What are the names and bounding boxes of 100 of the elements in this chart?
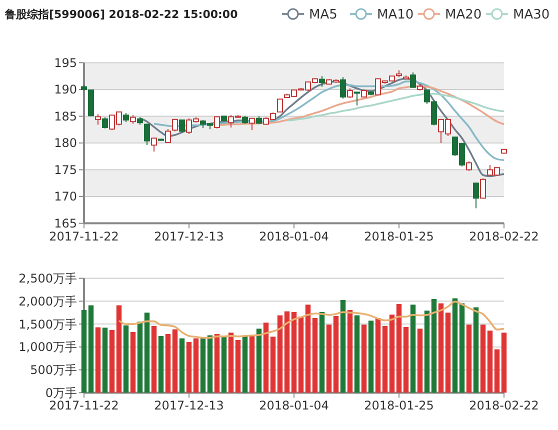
bar	[459, 303, 465, 393]
legend-label: MA5	[309, 8, 338, 23]
candlestick	[95, 114, 101, 126]
x-tick-label: 2018-01-04	[259, 398, 329, 413]
y-tick-label: 170	[54, 190, 77, 204]
y-tick-label: 2,500万手	[18, 272, 77, 286]
y-tick-label: 190	[54, 82, 77, 97]
bar	[333, 316, 339, 393]
candlestick	[354, 92, 360, 106]
candlestick	[172, 118, 178, 132]
candlestick	[277, 98, 283, 113]
bar	[298, 316, 304, 393]
x-tick-label: 2018-02-22	[469, 398, 539, 413]
y-tick-label: 0万手	[45, 386, 77, 400]
x-tick-label: 2018-02-22	[469, 229, 539, 244]
bar	[270, 336, 276, 393]
y-tick-label: 1,000万手	[18, 340, 77, 354]
chart-title: 鲁股综指[599006] 2018-02-22 15:00:00	[4, 8, 238, 21]
bar	[466, 324, 472, 393]
bar	[487, 330, 493, 393]
bar	[88, 305, 94, 393]
x-tick-label: 2018-01-25	[364, 398, 434, 413]
bar	[116, 305, 122, 393]
bar	[354, 315, 360, 393]
bar	[284, 311, 290, 393]
y-tick-label: 165	[54, 216, 77, 230]
bar	[151, 326, 157, 393]
bar	[501, 332, 507, 393]
bar	[277, 315, 283, 393]
x-tick-label: 2017-12-13	[154, 398, 224, 413]
bar	[235, 340, 241, 393]
bar	[228, 332, 234, 393]
bar	[165, 334, 171, 393]
y-tick-label: 185	[54, 109, 77, 124]
bar	[144, 312, 150, 393]
legend-label: MA20	[445, 8, 482, 23]
line-series	[286, 92, 505, 122]
bar	[158, 336, 164, 393]
bar	[186, 342, 192, 393]
bar	[305, 304, 311, 393]
legend-label: MA10	[377, 8, 414, 23]
bar	[312, 318, 318, 393]
line-series	[118, 300, 505, 339]
x-tick-label: 2018-01-25	[364, 229, 434, 244]
bar	[256, 328, 262, 393]
candlestick	[340, 76, 346, 100]
bar	[207, 335, 213, 393]
y-tick-label: 195	[54, 56, 77, 70]
bar	[410, 304, 416, 393]
y-tick-label: 180	[54, 136, 77, 150]
bar	[200, 338, 206, 393]
bar	[382, 326, 388, 393]
candlestick	[480, 178, 486, 200]
bar	[137, 322, 143, 393]
candlestick	[123, 112, 129, 123]
candlestick	[319, 76, 325, 88]
bar	[396, 304, 402, 393]
candlestick	[144, 123, 150, 146]
x-tick-label: 2017-12-13	[154, 229, 224, 244]
bar	[438, 303, 444, 393]
x-tick-label: 2017-11-22	[49, 398, 119, 413]
candlestick	[466, 160, 472, 172]
candlestick	[151, 137, 157, 152]
bar	[452, 298, 458, 393]
bar	[494, 349, 500, 393]
bar	[179, 338, 185, 393]
candlestick	[410, 72, 416, 88]
bar	[417, 328, 423, 393]
y-tick-label: 500万手	[30, 363, 77, 378]
candlestick	[249, 117, 255, 131]
bar	[193, 338, 199, 393]
y-tick-label: 2,000万手	[18, 294, 77, 308]
bar	[95, 327, 101, 393]
candlestick	[102, 116, 108, 130]
bar	[473, 307, 479, 393]
bar	[123, 325, 129, 393]
bar	[109, 330, 115, 393]
bar	[431, 298, 437, 393]
bar	[291, 312, 297, 393]
candlestick	[165, 128, 171, 144]
bar	[249, 334, 255, 393]
bar	[81, 310, 87, 393]
bar	[403, 326, 409, 393]
bar	[102, 328, 108, 393]
bar	[221, 336, 227, 393]
y-tick-label: 175	[54, 162, 77, 177]
bar	[242, 336, 248, 393]
bar	[214, 334, 220, 393]
bar	[326, 324, 332, 393]
bar	[368, 320, 374, 393]
bar	[445, 312, 451, 393]
candlestick	[214, 116, 220, 130]
candlestick	[473, 182, 479, 209]
bar	[130, 332, 136, 393]
legend-label: MA30	[513, 8, 550, 23]
candlestick	[347, 88, 353, 99]
bar	[375, 318, 381, 393]
bar	[347, 310, 353, 393]
bar	[389, 314, 395, 393]
y-tick-label: 1,500万手	[18, 317, 77, 332]
